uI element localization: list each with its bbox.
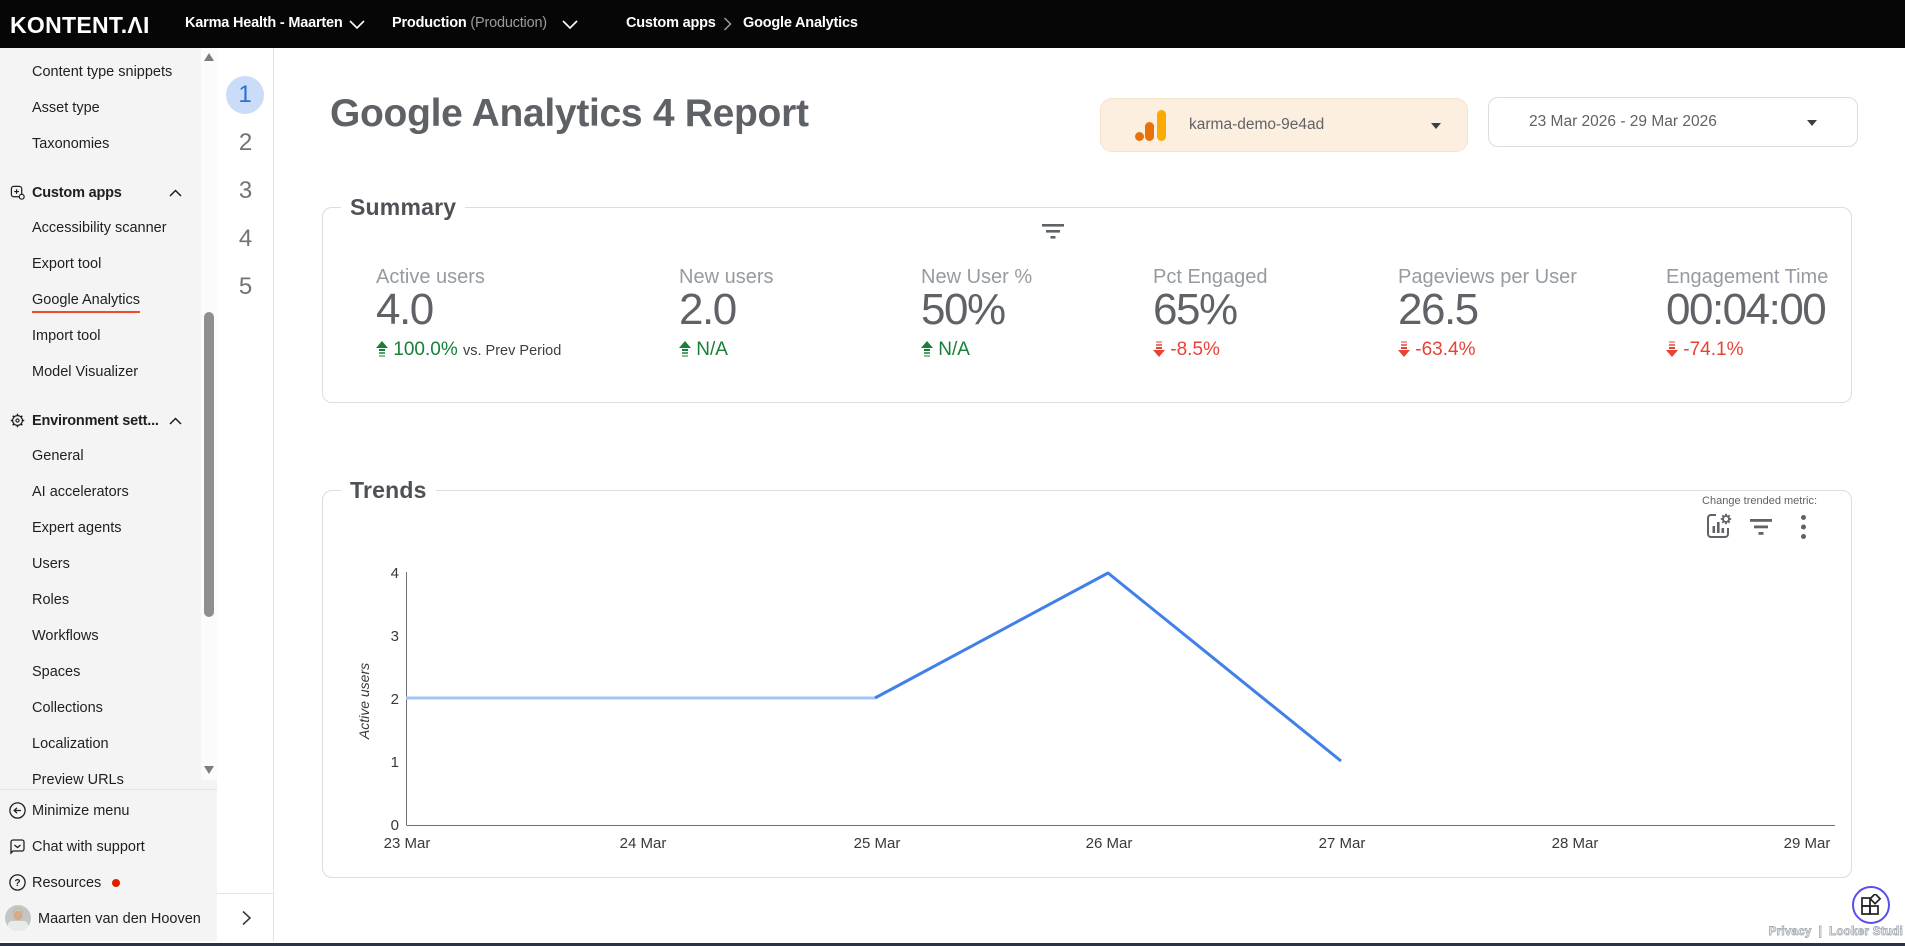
svg-text:?: ? [14,878,20,889]
